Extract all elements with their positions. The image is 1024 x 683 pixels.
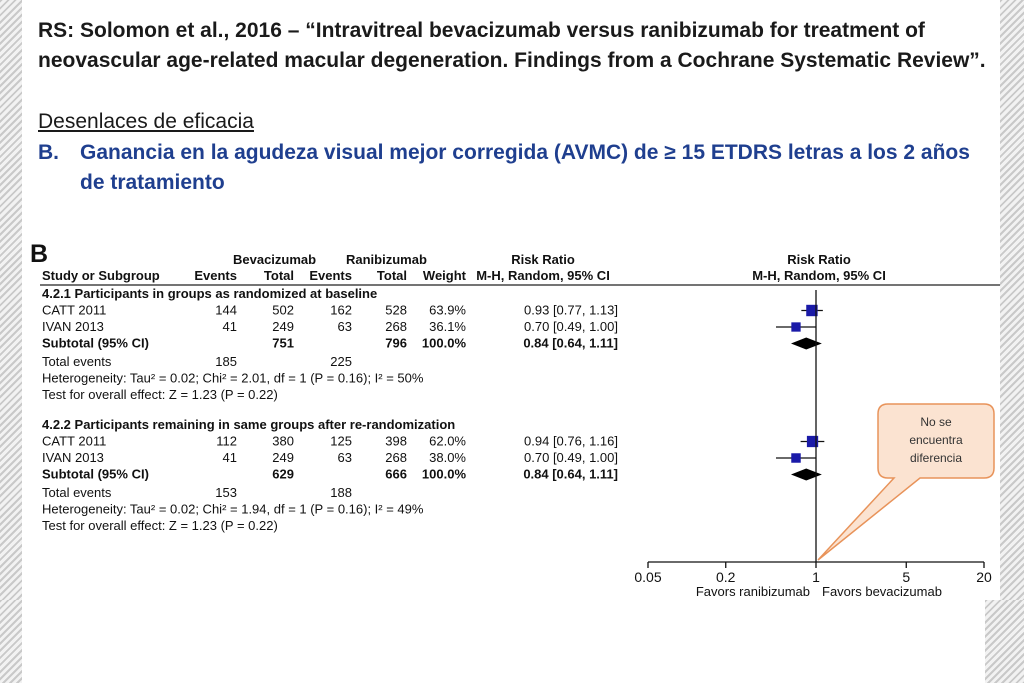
ran-total: 268 <box>385 450 407 465</box>
study-marker <box>791 322 801 332</box>
subtotal-ci-text: 0.84 [0.64, 1.11] <box>523 467 618 482</box>
header-risk-ratio-plot: Risk Ratio <box>787 252 851 267</box>
forest-plot: B Bevacizumab Ranibizumab Risk Ratio Study o… <box>30 240 1000 599</box>
subgroup-title: 4.2.1 Participants in groups as randomiz… <box>42 286 377 301</box>
callout: No se encuentra diferencia <box>817 403 995 561</box>
subtotal-ci-text: 0.84 [0.64, 1.11] <box>523 336 618 351</box>
ci-text: 0.94 [0.76, 1.16] <box>524 434 618 449</box>
panel-label: B <box>30 240 48 268</box>
section-title: Desenlaces de eficacia <box>38 110 254 133</box>
x-tick-label: 1 <box>812 569 820 585</box>
header-bev-events: Events <box>194 268 237 283</box>
subtotal-ran-total: 796 <box>385 336 407 351</box>
subtotal-weight: 100.0% <box>422 467 467 482</box>
header-risk-ratio-table: Risk Ratio <box>511 252 575 267</box>
bev-events: 41 <box>223 450 237 465</box>
total-events-bev: 185 <box>215 354 237 369</box>
decorative-stripe-left <box>0 0 22 683</box>
weight: 38.0% <box>429 450 466 465</box>
x-tick-label: 5 <box>902 569 910 585</box>
subgroup-title: 4.2.2 Participants remaining in same gro… <box>42 417 455 432</box>
ran-events: 162 <box>330 303 352 318</box>
bev-total: 380 <box>272 434 294 449</box>
subtotal-label: Subtotal (95% CI) <box>42 336 149 351</box>
study-name: IVAN 2013 <box>42 450 104 465</box>
heterogeneity: Heterogeneity: Tau² = 0.02; Chi² = 2.01,… <box>42 371 424 386</box>
callout-text-line: encuentra <box>909 433 963 447</box>
ran-events: 63 <box>338 450 352 465</box>
weight: 62.0% <box>429 434 466 449</box>
bottom-margin <box>22 600 985 683</box>
subtotal-bev-total: 751 <box>272 336 294 351</box>
header-bevacizumab: Bevacizumab <box>233 252 316 267</box>
subtotal-ran-total: 666 <box>385 467 407 482</box>
outcome-text: Ganancia en la agudeza visual mejor corr… <box>80 141 970 194</box>
total-events-ran: 225 <box>330 354 352 369</box>
bev-events: 144 <box>215 303 237 318</box>
x-tick-label: 20 <box>976 569 992 585</box>
subtotal-diamond <box>790 468 822 481</box>
x-label-left: Favors ranibizumab <box>696 584 810 599</box>
total-events-ran: 188 <box>330 485 352 500</box>
x-tick-label: 0.2 <box>716 569 736 585</box>
callout-balloon <box>817 403 995 561</box>
subtotal-diamond <box>790 337 822 350</box>
ran-events: 125 <box>330 434 352 449</box>
study-marker <box>806 435 819 448</box>
callout-text-line: diferencia <box>910 451 962 465</box>
subtotal-label: Subtotal (95% CI) <box>42 467 149 482</box>
total-events-bev: 153 <box>215 485 237 500</box>
subtotal-weight: 100.0% <box>422 336 467 351</box>
header-study: Study or Subgroup <box>42 268 160 283</box>
weight: 63.9% <box>429 303 466 318</box>
total-events-label: Total events <box>42 485 112 500</box>
bev-total: 249 <box>272 450 294 465</box>
study-marker <box>806 304 818 317</box>
decorative-stripe-right <box>1000 0 1024 600</box>
weight: 36.1% <box>429 319 466 334</box>
bev-total: 249 <box>272 319 294 334</box>
x-tick-label: 0.05 <box>634 569 661 585</box>
study-name: IVAN 2013 <box>42 319 104 334</box>
ran-events: 63 <box>338 319 352 334</box>
heterogeneity: Heterogeneity: Tau² = 0.02; Chi² = 1.94,… <box>42 502 424 517</box>
callout-text-line: No se <box>920 415 952 429</box>
outcome-letter: B. <box>38 141 59 164</box>
header-ran-events: Events <box>309 268 352 283</box>
slide: RS: Solomon et al., 2016 – “Intravitreal… <box>22 0 1000 600</box>
bev-events: 112 <box>216 434 237 449</box>
ran-total: 268 <box>385 319 407 334</box>
study-name: CATT 2011 <box>42 434 106 449</box>
subtotal-bev-total: 629 <box>272 467 294 482</box>
ran-total: 398 <box>385 434 407 449</box>
citation-heading: RS: Solomon et al., 2016 – “Intravitreal… <box>38 19 986 72</box>
ci-text: 0.93 [0.77, 1.13] <box>524 303 618 318</box>
header-ran-total: Total <box>377 268 407 283</box>
header-weight: Weight <box>423 268 467 283</box>
x-label-right: Favors bevacizumab <box>822 584 942 599</box>
ran-total: 528 <box>385 303 407 318</box>
forest-table: B Bevacizumab Ranibizumab Risk Ratio Study o… <box>30 240 1000 533</box>
forest-plot-area: 0.05 0.2 1 5 20 Favors ranibizumab Favors beva… <box>634 290 992 599</box>
study-marker <box>791 453 801 463</box>
decorative-stripe-bottom-right <box>985 600 1024 683</box>
overall-effect: Test for overall effect: Z = 1.23 (P = 0… <box>42 387 278 402</box>
overall-effect: Test for overall effect: Z = 1.23 (P = 0… <box>42 518 278 533</box>
header-method-plot: M-H, Random, 95% CI <box>752 268 886 283</box>
study-name: CATT 2011 <box>42 303 106 318</box>
bev-total: 502 <box>272 303 294 318</box>
header-ranibizumab: Ranibizumab <box>346 252 427 267</box>
header-bev-total: Total <box>264 268 294 283</box>
header-method-table: M-H, Random, 95% CI <box>476 268 610 283</box>
ci-text: 0.70 [0.49, 1.00] <box>524 319 618 334</box>
ci-text: 0.70 [0.49, 1.00] <box>524 450 618 465</box>
bev-events: 41 <box>223 319 237 334</box>
total-events-label: Total events <box>42 354 112 369</box>
